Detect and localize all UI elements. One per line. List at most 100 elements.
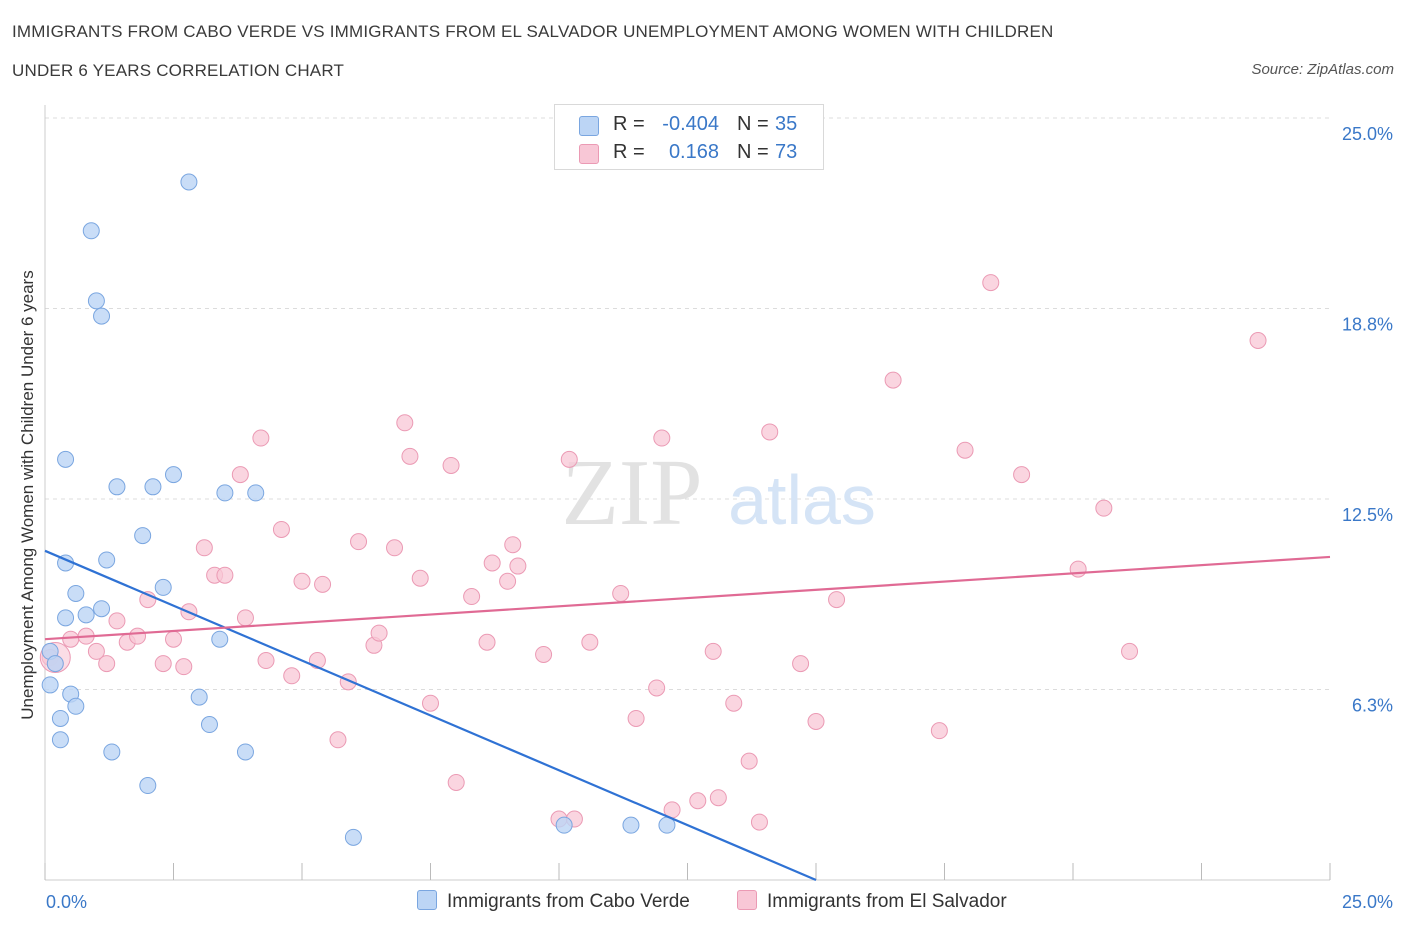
data-point-cabo-verde <box>622 816 640 834</box>
source-label: Source: ZipAtlas.com <box>1251 61 1394 78</box>
data-point-el-salvador <box>709 789 727 807</box>
x-tick-label: 25.0% <box>1342 892 1393 912</box>
data-point-cabo-verde <box>103 743 121 761</box>
data-point-cabo-verde <box>77 606 95 624</box>
data-point-cabo-verde <box>216 484 234 502</box>
data-point-el-salvador <box>165 630 182 648</box>
legend-n-label: N = <box>737 141 769 163</box>
data-point-cabo-verde <box>51 709 69 727</box>
data-point-cabo-verde <box>139 777 157 795</box>
data-point-cabo-verde <box>57 450 75 468</box>
data-point-el-salvador <box>982 274 1000 292</box>
data-point-el-salvador <box>257 652 275 670</box>
data-point-el-salvador <box>478 633 496 651</box>
data-point-el-salvador <box>499 572 517 590</box>
data-point-el-salvador <box>704 642 722 660</box>
data-point-el-salvador <box>236 609 254 627</box>
y-tick-label: 12.5% <box>1342 505 1393 525</box>
bottom-legend-el-salvador: Immigrants from El Salvador <box>737 890 1007 913</box>
trend-line-el-salvador <box>44 555 1331 641</box>
data-point-el-salvador <box>504 536 522 554</box>
bottom-legend-swatch-cabo-verde <box>417 890 437 910</box>
legend-swatch-el-salvador <box>579 144 599 164</box>
tick-labels: 6.3% 12.5% 18.8% 25.0% 0.0% 25.0% <box>46 124 1393 912</box>
series-el-salvador-points <box>39 274 1267 831</box>
data-point-cabo-verde <box>82 222 100 240</box>
data-point-cabo-verde <box>67 697 85 715</box>
data-point-el-salvador <box>329 731 347 749</box>
data-point-cabo-verde <box>200 716 218 734</box>
trend-lines <box>44 549 1331 882</box>
y-tick-label: 18.8% <box>1342 315 1393 335</box>
data-point-el-salvador <box>792 655 810 673</box>
data-point-el-salvador <box>108 612 126 630</box>
data-point-el-salvador <box>1069 560 1087 578</box>
bottom-legend-cabo-verde: Immigrants from Cabo Verde <box>417 890 690 913</box>
data-point-el-salvador <box>411 569 429 587</box>
legend-r-label: R = <box>613 141 645 163</box>
bottom-legend-swatch-el-salvador <box>737 890 757 910</box>
chart-title-line-2: UNDER 6 YEARS CORRELATION CHART <box>12 61 345 80</box>
data-point-el-salvador <box>350 533 368 551</box>
data-point-el-salvador <box>422 694 439 712</box>
correlation-legend: R = -0.404 N = 35 R = 0.168 N = 73 <box>554 104 824 170</box>
data-point-el-salvador <box>750 813 768 831</box>
data-point-el-salvador <box>535 645 553 663</box>
data-point-el-salvador <box>1249 332 1267 350</box>
data-point-el-salvador <box>386 539 404 557</box>
legend-swatch-cabo-verde <box>579 116 599 136</box>
data-point-el-salvador <box>87 642 105 660</box>
data-point-el-salvador <box>930 722 948 740</box>
data-point-el-salvador <box>740 752 758 770</box>
y-axis-label: Unemployment Among Women with Children U… <box>18 270 37 720</box>
data-point-el-salvador <box>828 591 846 609</box>
trend-line-cabo-verde <box>44 549 817 882</box>
data-point-el-salvador <box>648 679 666 697</box>
data-point-el-salvador <box>252 429 270 447</box>
data-point-cabo-verde <box>180 173 198 191</box>
data-point-cabo-verde <box>211 630 229 648</box>
data-point-cabo-verde <box>93 307 111 325</box>
data-point-el-salvador <box>314 575 332 593</box>
data-point-el-salvador <box>1013 466 1031 484</box>
data-point-cabo-verde <box>46 655 64 673</box>
data-point-el-salvador <box>1095 499 1113 517</box>
legend-r-value: -0.404 <box>662 113 719 135</box>
data-point-cabo-verde <box>134 527 152 545</box>
legend-n-value: 73 <box>775 141 798 163</box>
data-point-el-salvador <box>175 658 193 676</box>
data-point-el-salvador <box>1121 642 1139 660</box>
data-point-el-salvador <box>283 667 301 685</box>
data-point-cabo-verde <box>41 676 59 694</box>
data-point-el-salvador <box>154 655 172 673</box>
data-point-el-salvador <box>560 450 578 468</box>
data-point-cabo-verde <box>247 484 265 502</box>
data-point-el-salvador <box>216 566 234 584</box>
series-cabo-verde-points <box>41 173 676 846</box>
data-point-cabo-verde <box>344 828 362 846</box>
data-point-cabo-verde <box>555 816 573 834</box>
data-point-el-salvador <box>442 456 460 474</box>
data-point-el-salvador <box>689 792 707 810</box>
legend-n-label: N = <box>737 113 769 135</box>
data-point-el-salvador <box>463 588 481 606</box>
watermark-zip: ZIP <box>562 441 703 545</box>
data-point-el-salvador <box>612 584 630 602</box>
data-point-el-salvador <box>98 655 116 673</box>
bottom-legend-label-el-salvador: Immigrants from El Salvador <box>767 891 1007 912</box>
y-tick-label: 25.0% <box>1342 124 1393 144</box>
data-point-el-salvador <box>396 414 414 432</box>
data-point-cabo-verde <box>165 466 182 484</box>
data-point-el-salvador <box>293 572 311 590</box>
data-point-el-salvador <box>195 539 213 557</box>
data-point-cabo-verde <box>67 584 85 602</box>
data-point-cabo-verde <box>93 600 111 618</box>
data-point-el-salvador <box>884 371 902 389</box>
data-point-cabo-verde <box>57 609 75 627</box>
bottom-legend-label-cabo-verde: Immigrants from Cabo Verde <box>447 891 690 912</box>
axes <box>44 105 1331 881</box>
data-point-el-salvador <box>761 423 779 441</box>
data-point-el-salvador <box>62 630 80 648</box>
x-tick-label: 0.0% <box>46 892 87 912</box>
